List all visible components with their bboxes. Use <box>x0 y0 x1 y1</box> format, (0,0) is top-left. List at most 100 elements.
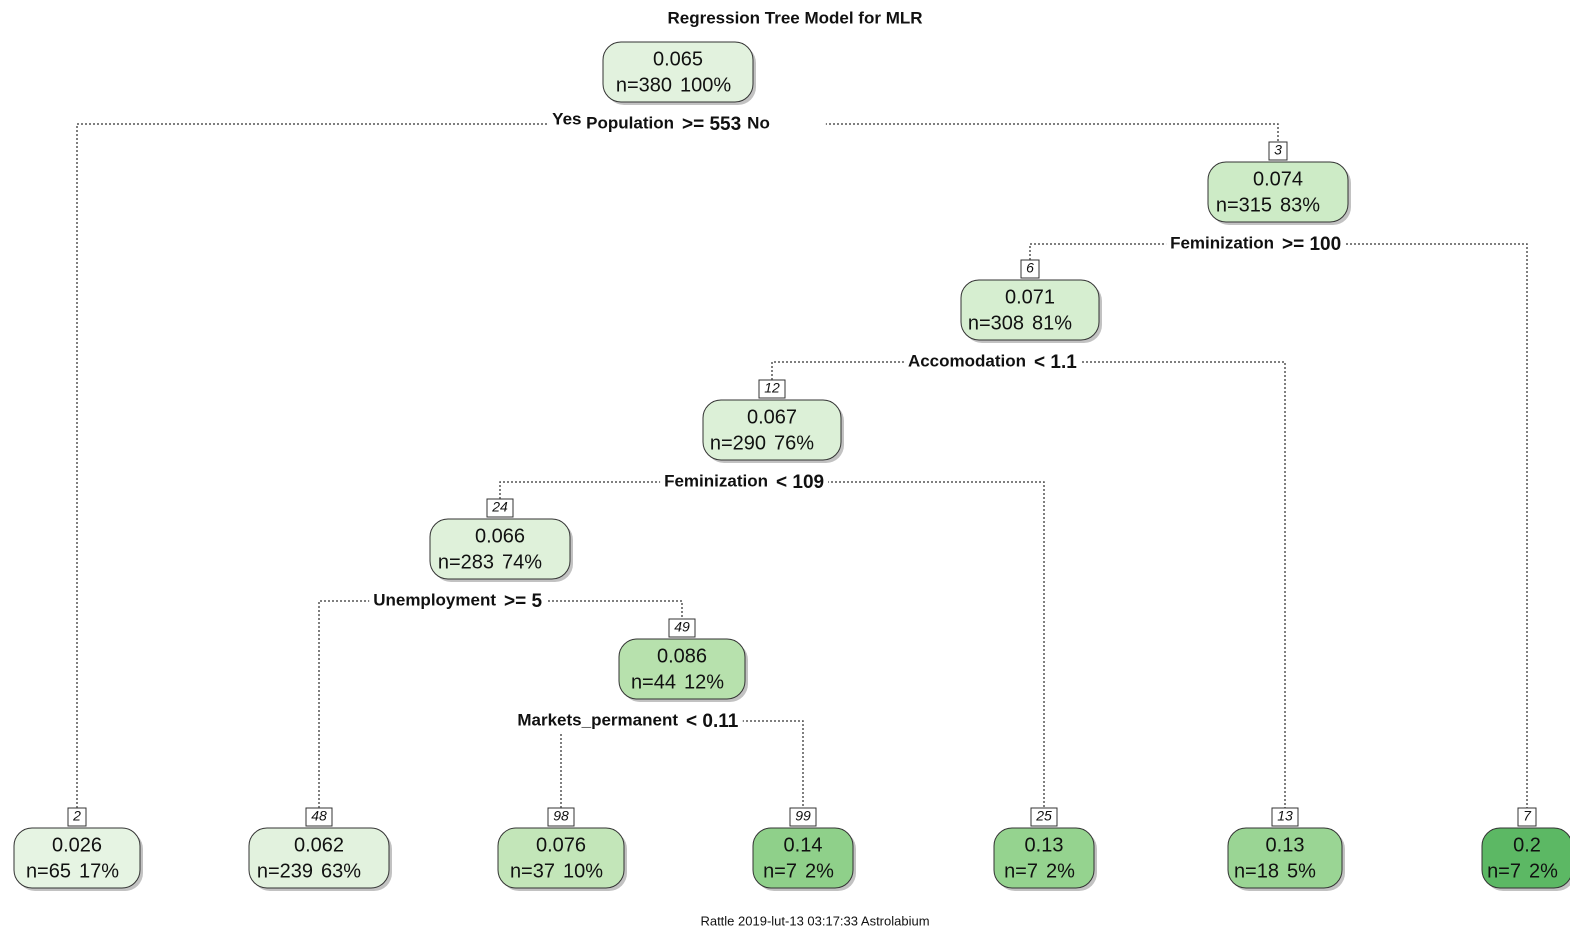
split-label-bg <box>582 111 746 137</box>
node-pct: 100% <box>680 74 731 96</box>
node-box <box>702 399 842 461</box>
node-id: 12 <box>764 380 780 396</box>
split-label: Feminization >= 100 <box>1166 231 1346 257</box>
node-value: 0.076 <box>536 834 586 856</box>
split-label-bg <box>1166 231 1346 257</box>
node-n: n=283 <box>438 551 494 573</box>
node-pct: 17% <box>79 860 119 882</box>
node-n: n=44 <box>631 671 676 693</box>
no-label: No <box>747 113 770 132</box>
tree-node: 0.026 n=65 17% 2 <box>13 807 143 891</box>
tree-node: 0.13 n=7 2% 25 <box>993 807 1097 891</box>
node-box <box>13 827 141 889</box>
tree-node: 0.076 n=37 10% 98 <box>497 807 627 891</box>
node-pct: 81% <box>1032 312 1072 334</box>
node-box <box>429 518 571 580</box>
tree-node: 0.066 n=283 74% 24 <box>429 498 573 582</box>
node-pct: 2% <box>1046 860 1075 882</box>
edge <box>560 720 804 808</box>
node-value: 0.062 <box>294 834 344 856</box>
node-n: n=315 <box>1216 194 1272 216</box>
split-var: Accomodation <box>908 351 1026 370</box>
node-value: 0.071 <box>1005 286 1055 308</box>
node-n: n=380 <box>616 74 672 96</box>
node-id-box <box>1271 807 1299 827</box>
node-box <box>618 638 746 700</box>
split-label: Markets_permanent < 0.11 <box>513 708 743 734</box>
node-box <box>993 827 1095 889</box>
edge <box>771 361 1286 808</box>
title: Regression Tree Model for MLR <box>667 8 922 27</box>
node-id: 6 <box>1026 260 1034 276</box>
node-id-box <box>789 807 817 827</box>
node-value: 0.065 <box>653 48 703 70</box>
node-pct: 12% <box>684 671 724 693</box>
node-id: 3 <box>1274 142 1282 158</box>
node-pct: 10% <box>563 860 603 882</box>
split-var: Unemployment <box>373 590 496 609</box>
edge <box>318 600 683 808</box>
tree-node: 0.062 n=239 63% 48 <box>248 807 392 891</box>
node-value: 0.067 <box>747 406 797 428</box>
split-label: Population >= 553 Yes No <box>548 109 826 137</box>
tree-node: 0.14 n=7 2% 99 <box>752 807 856 891</box>
node-pct: 5% <box>1287 860 1316 882</box>
tree-node: 0.067 n=290 76% 12 <box>702 379 844 463</box>
node-n: n=37 <box>510 860 555 882</box>
node-box <box>1227 827 1343 889</box>
footer: Rattle 2019-lut-13 03:17:33 Astrolabium <box>700 913 929 928</box>
node-id-box <box>668 618 696 638</box>
tree-node: 0.086 n=44 12% 49 <box>618 618 748 702</box>
node-pct: 2% <box>805 860 834 882</box>
split-label-bg <box>903 349 1082 375</box>
node-n: n=7 <box>1004 860 1038 882</box>
split-label: Feminization < 109 <box>660 469 829 495</box>
node-n: n=18 <box>1234 860 1279 882</box>
node-id: 48 <box>311 808 327 824</box>
split-label: Unemployment >= 5 <box>369 588 547 614</box>
node-box <box>248 827 390 889</box>
node-id-box <box>67 807 87 827</box>
node-value: 0.2 <box>1513 834 1541 856</box>
split-cond: >= 100 <box>1282 234 1341 255</box>
node-id-box <box>758 379 786 399</box>
edge <box>76 123 1279 808</box>
node-box <box>602 41 754 103</box>
node-value: 0.13 <box>1025 834 1064 856</box>
tree-node: 0.065 n=380 100% <box>602 41 756 105</box>
split-label: Accomodation < 1.1 <box>903 349 1082 375</box>
node-id: 13 <box>1277 808 1293 824</box>
node-pct: 2% <box>1529 860 1558 882</box>
yes-label: Yes <box>552 109 581 128</box>
split-cond: >= 5 <box>504 591 542 612</box>
node-value: 0.14 <box>784 834 823 856</box>
tree-node: 0.2 n=7 2% 7 <box>1481 807 1570 891</box>
split-label-bg <box>513 708 743 734</box>
node-id-box <box>1030 807 1058 827</box>
node-n: n=7 <box>1487 860 1521 882</box>
split-cond: < 0.11 <box>686 711 739 732</box>
node-id: 7 <box>1523 808 1532 824</box>
node-id-box <box>547 807 575 827</box>
split-cond: >= 553 <box>682 114 741 135</box>
tree-node: 0.13 n=18 5% 13 <box>1227 807 1345 891</box>
split-cond: < 1.1 <box>1034 352 1077 373</box>
node-id: 49 <box>674 619 690 635</box>
node-n: n=7 <box>763 860 797 882</box>
node-id-box <box>1517 807 1537 827</box>
split-label-bg <box>660 469 829 495</box>
node-id: 24 <box>491 499 508 515</box>
node-id: 25 <box>1035 808 1052 824</box>
split-var: Feminization <box>664 471 768 490</box>
split-cond: < 109 <box>776 472 824 493</box>
split-var: Population <box>586 113 674 132</box>
node-box <box>752 827 854 889</box>
node-pct: 74% <box>502 551 542 573</box>
node-n: n=308 <box>968 312 1024 334</box>
node-id-box <box>305 807 333 827</box>
node-id-box <box>1020 259 1040 279</box>
edge <box>499 481 1045 808</box>
node-pct: 83% <box>1280 194 1320 216</box>
node-value: 0.026 <box>52 834 102 856</box>
